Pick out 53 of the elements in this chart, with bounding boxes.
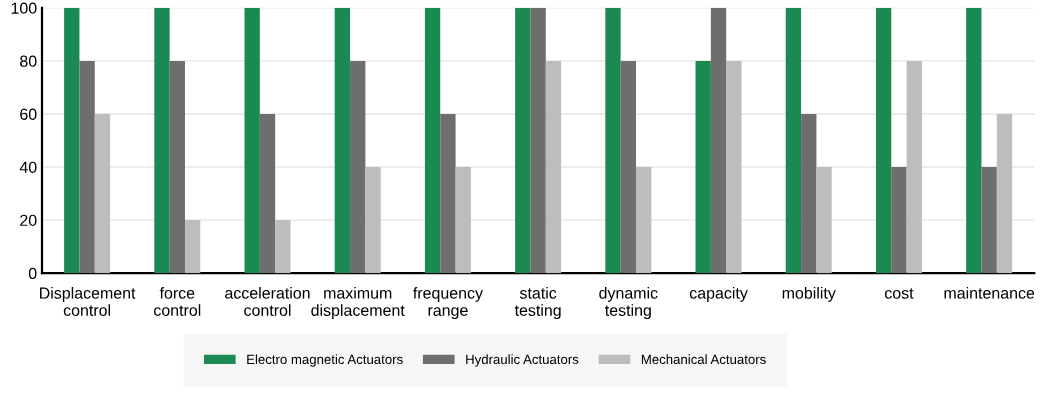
y-tick-label: 40 (19, 161, 37, 173)
y-tick-label: 100 (11, 2, 37, 14)
y-tick-label: 80 (20, 55, 37, 67)
legend-label: Mechanical Actuators (641, 354, 766, 365)
bar (545, 60, 562, 274)
x-tick-label: frequency range (413, 287, 483, 320)
x-tick-label: mobility (782, 287, 836, 302)
x-tick-label: acceleration control (225, 287, 310, 316)
bar (891, 167, 907, 274)
bar (785, 7, 802, 274)
bar (64, 7, 80, 274)
x-tick-label: maintenance (944, 287, 1035, 299)
bar (695, 60, 711, 274)
bar (966, 7, 982, 274)
bar (275, 220, 291, 274)
y-tick-label: 20 (20, 214, 37, 227)
bar (726, 60, 742, 274)
x-tick-label: Displacement control (40, 287, 136, 316)
bar (169, 60, 185, 274)
legend-label: Electro magnetic Actuators (247, 354, 403, 367)
bar (424, 7, 441, 274)
bar (94, 113, 111, 274)
y-tick-label: 60 (20, 108, 37, 120)
bar (259, 113, 276, 274)
x-tick-label: force control (154, 287, 201, 316)
bar (710, 7, 727, 274)
bar (154, 7, 170, 274)
bar (816, 167, 832, 274)
bar (184, 220, 201, 274)
bar (906, 60, 922, 274)
bar (350, 60, 366, 274)
bar (605, 7, 621, 274)
bar (365, 167, 381, 274)
bar (875, 7, 892, 274)
y-tick-label: 0 (28, 267, 37, 280)
bar (996, 113, 1013, 274)
bar (515, 7, 531, 274)
bar (636, 167, 652, 274)
bar (981, 167, 997, 274)
x-tick-label: static testing (514, 287, 561, 320)
x-tick-label: cost (884, 288, 914, 299)
bar (334, 7, 351, 274)
x-tick-label: maximum displacement (311, 287, 405, 320)
bar (440, 113, 456, 274)
bar (801, 113, 817, 274)
legend-label: Hydraulic Actuators (466, 354, 579, 367)
x-tick-label: capacity (689, 287, 748, 302)
bar (620, 60, 636, 274)
bar (79, 60, 95, 274)
bar (244, 7, 260, 274)
x-tick-label: dynamic testing (599, 287, 658, 320)
bar (530, 7, 546, 274)
bar (455, 167, 471, 274)
